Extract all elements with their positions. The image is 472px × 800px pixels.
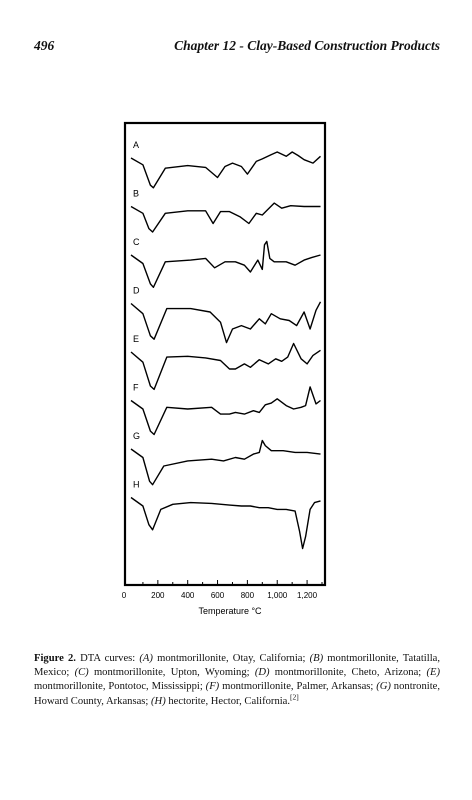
chapter-title: Chapter 12 - Clay-Based Construction Pro… — [174, 38, 440, 53]
caption-part: (H) — [151, 695, 166, 707]
dta-figure: A B C D E F G H 0 200 400 600 800 1,000 1,200 Tempera… — [118, 120, 332, 620]
curve-label-e: E — [133, 334, 139, 344]
x-tick-label: 1,200 — [297, 591, 318, 600]
x-axis-label: Temperature °C — [198, 606, 262, 616]
curve-f — [130, 386, 321, 436]
curve-c — [130, 240, 321, 288]
curve-d — [130, 301, 322, 344]
caption-part: montmorillonite, Upton, Wyoming; — [88, 667, 255, 679]
caption-part: (A) — [139, 653, 153, 664]
caption-part: (C) — [74, 667, 89, 679]
caption-part: (D) — [254, 667, 270, 679]
figure-caption: Figure 2. DTA curves: (A) montmorillonit… — [34, 652, 440, 709]
x-tick-label: 600 — [211, 591, 225, 600]
dta-chart: A B C D E F G H 0 200 400 600 800 1,000 1,200 Tempera… — [122, 121, 327, 616]
curve-label-b: B — [133, 189, 139, 199]
caption-reference: [2] — [290, 692, 299, 702]
caption-part: (G) — [376, 681, 391, 693]
caption-text: DTA curves: (A) montmorillonite, Otay, C… — [34, 653, 440, 707]
curve-label-h: H — [133, 480, 140, 490]
curve-h — [130, 496, 321, 550]
curve-e — [130, 342, 321, 391]
x-tick-label: 800 — [241, 591, 255, 600]
curve-label-c: C — [133, 237, 140, 247]
curve-label-a: A — [133, 140, 139, 150]
page-header: 496 Chapter 12 - Clay-Based Construction… — [34, 38, 440, 56]
page-number: 496 — [34, 38, 55, 53]
curve-label-d: D — [133, 286, 140, 296]
curve-label-f: F — [133, 383, 139, 393]
caption-label: Figure 2. — [34, 653, 76, 664]
caption-part: DTA curves: — [75, 653, 140, 664]
plot-frame — [123, 121, 327, 587]
x-tick-label: 1,000 — [267, 591, 288, 600]
caption-part: montmorillonite, Pontotoc, Mississippi; — [34, 681, 206, 693]
curve-label-g: G — [133, 431, 140, 441]
caption-part: montmorillonite, Palmer, Arkansas; — [219, 681, 377, 693]
caption-part: montmorillonite, Otay, California; — [152, 653, 310, 664]
curve-g — [130, 439, 321, 486]
curve-b — [130, 202, 321, 233]
caption-part: (F) — [205, 681, 220, 693]
caption-part: montmorillonite, Cheto, Arizona; — [269, 667, 427, 679]
curve-a — [130, 151, 321, 189]
caption-part: (E) — [426, 667, 440, 679]
caption-part: montmorillonite, Tatatilla, Mexico; — [34, 653, 440, 679]
x-tick-label: 200 — [151, 591, 165, 600]
caption-part: hectorite, Hector, California. — [165, 695, 291, 707]
x-tick-label: 400 — [181, 591, 195, 600]
x-tick-label: 0 — [122, 591, 127, 600]
caption-part: (B) — [309, 653, 324, 664]
caption-part: nontronite, Howard County, Arkansas; — [34, 681, 441, 707]
